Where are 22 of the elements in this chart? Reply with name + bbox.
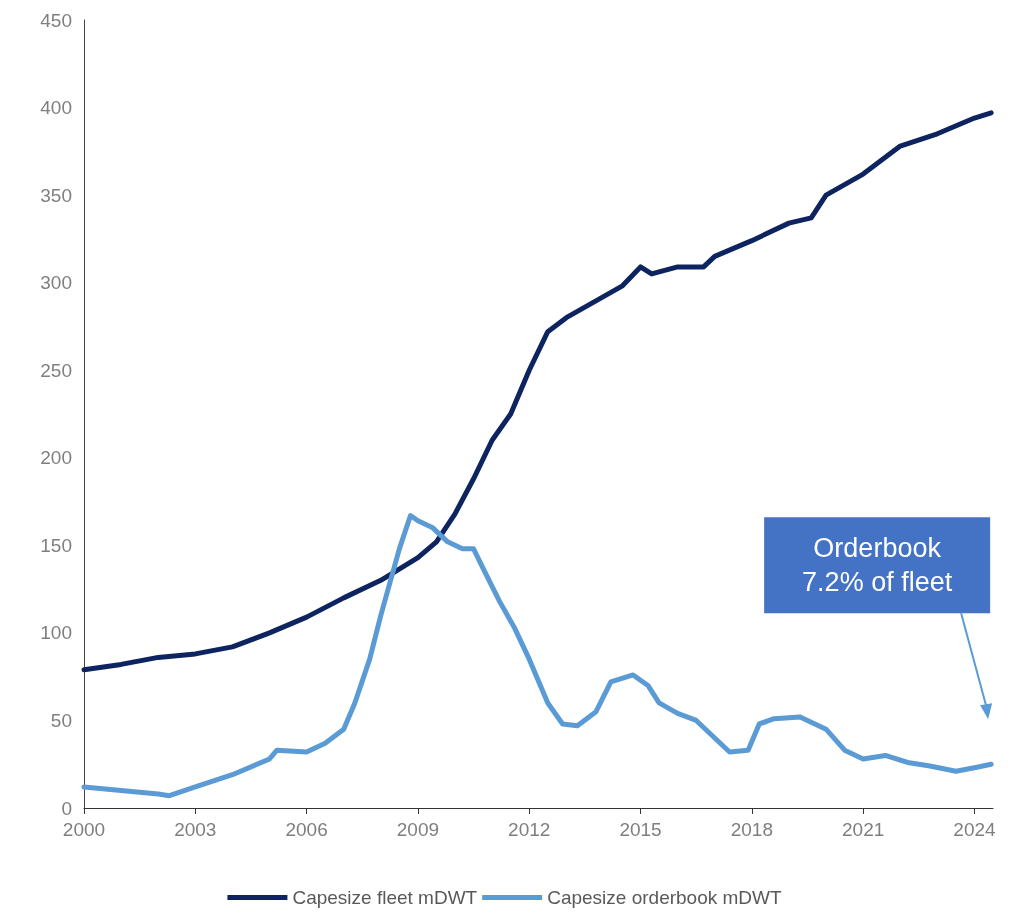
x-tick-label: 2015 xyxy=(619,819,662,840)
y-tick-label: 450 xyxy=(40,9,72,31)
x-tick-label: 2024 xyxy=(953,819,997,840)
y-tick-label: 0 xyxy=(61,797,72,819)
x-tick-label: 2012 xyxy=(508,819,551,840)
legend-label: Capesize fleet mDWT xyxy=(292,887,478,908)
x-tick-label: 2000 xyxy=(62,819,106,840)
y-tick-label: 100 xyxy=(40,622,72,644)
annotation: Orderbook 7.2% of fleet xyxy=(802,533,953,598)
x-tick-label: 2009 xyxy=(396,819,440,840)
y-tick-label: 250 xyxy=(40,359,72,381)
y-tick-label: 200 xyxy=(40,447,72,469)
y-tick-label: 400 xyxy=(40,97,72,119)
x-tick-label: 2018 xyxy=(730,819,773,840)
y-tick-label: 300 xyxy=(40,272,72,294)
x-tick-label: 2021 xyxy=(842,819,885,840)
y-tick-label: 350 xyxy=(40,184,72,206)
y-tick-label: 50 xyxy=(50,709,72,731)
y-tick-label: 150 xyxy=(40,534,72,556)
x-tick-label: 2006 xyxy=(285,819,328,840)
legend-label: Capesize orderbook mDWT xyxy=(547,887,782,908)
x-tick-label: 2003 xyxy=(174,819,217,840)
